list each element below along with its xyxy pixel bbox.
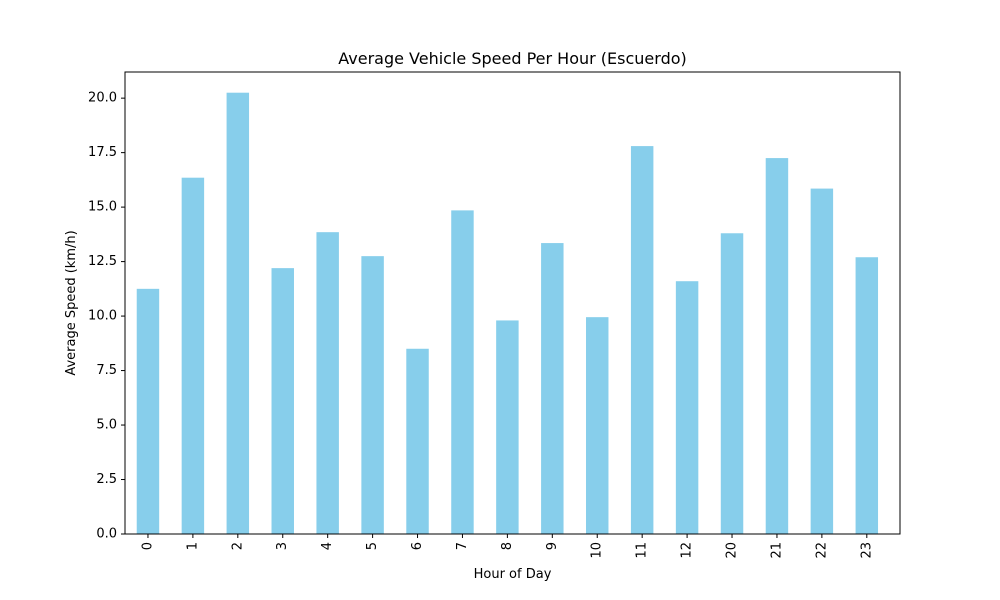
bar-hour-22 (810, 188, 834, 534)
y-tick-label: 7.5 (96, 363, 117, 378)
bar-hour-21 (765, 158, 789, 534)
chart-title: Average Vehicle Speed Per Hour (Escuerdo… (338, 49, 687, 68)
x-tick-label: 5 (365, 542, 380, 550)
bars-group (136, 92, 879, 535)
y-axis-ticks: 0.0 2.5 5.0 7.5 10.0 12.5 15.0 17.5 20.0 (88, 91, 125, 542)
bar-hour-11 (630, 146, 654, 534)
x-axis-label: Hour of Day (474, 567, 552, 582)
x-tick-label: 21 (769, 542, 784, 559)
y-axis-label: Average Speed (km/h) (64, 230, 79, 375)
x-tick-label: 22 (814, 542, 829, 559)
x-tick-label: 23 (859, 542, 874, 559)
bar-hour-2 (226, 92, 250, 535)
x-tick-label: 12 (680, 542, 695, 559)
y-tick-label: 15.0 (88, 200, 117, 215)
y-tick-label: 17.5 (88, 145, 117, 160)
x-tick-label: 3 (275, 542, 290, 550)
y-tick-label: 12.5 (88, 254, 117, 269)
bar-hour-5 (361, 256, 384, 534)
bar-hour-7 (451, 210, 474, 534)
bar-hour-9 (541, 243, 564, 535)
x-tick-label: 1 (185, 542, 200, 550)
bar-hour-3 (271, 268, 294, 534)
bar-hour-1 (181, 177, 205, 534)
plot-frame (124, 71, 901, 535)
bar-hour-6 (406, 348, 429, 534)
bar-hour-10 (586, 317, 609, 534)
y-tick-label: 5.0 (96, 418, 117, 433)
bar-hour-12 (675, 281, 699, 534)
x-tick-label: 6 (410, 542, 425, 550)
bar-hour-8 (496, 320, 519, 534)
x-tick-label: 7 (455, 542, 470, 550)
y-tick-label: 0.0 (96, 527, 117, 542)
x-tick-label: 8 (500, 542, 515, 550)
y-tick-label: 2.5 (96, 472, 117, 487)
x-tick-label: 11 (635, 542, 650, 559)
x-tick-label: 10 (590, 542, 605, 559)
bar-hour-20 (720, 233, 744, 534)
x-tick-label: 2 (230, 542, 245, 550)
x-tick-label: 9 (545, 542, 560, 550)
y-tick-label: 20.0 (88, 91, 117, 106)
x-tick-label: 0 (140, 542, 155, 550)
x-tick-label: 4 (320, 542, 335, 550)
bar-hour-23 (855, 257, 879, 534)
bar-hour-4 (316, 232, 339, 534)
x-tick-label: 20 (725, 542, 740, 559)
x-axis-ticks: 0 1 2 3 4 5 6 7 8 9 10 11 12 20 21 22 23 (140, 534, 874, 559)
y-tick-label: 10.0 (88, 309, 117, 324)
bar-hour-0 (136, 288, 160, 534)
